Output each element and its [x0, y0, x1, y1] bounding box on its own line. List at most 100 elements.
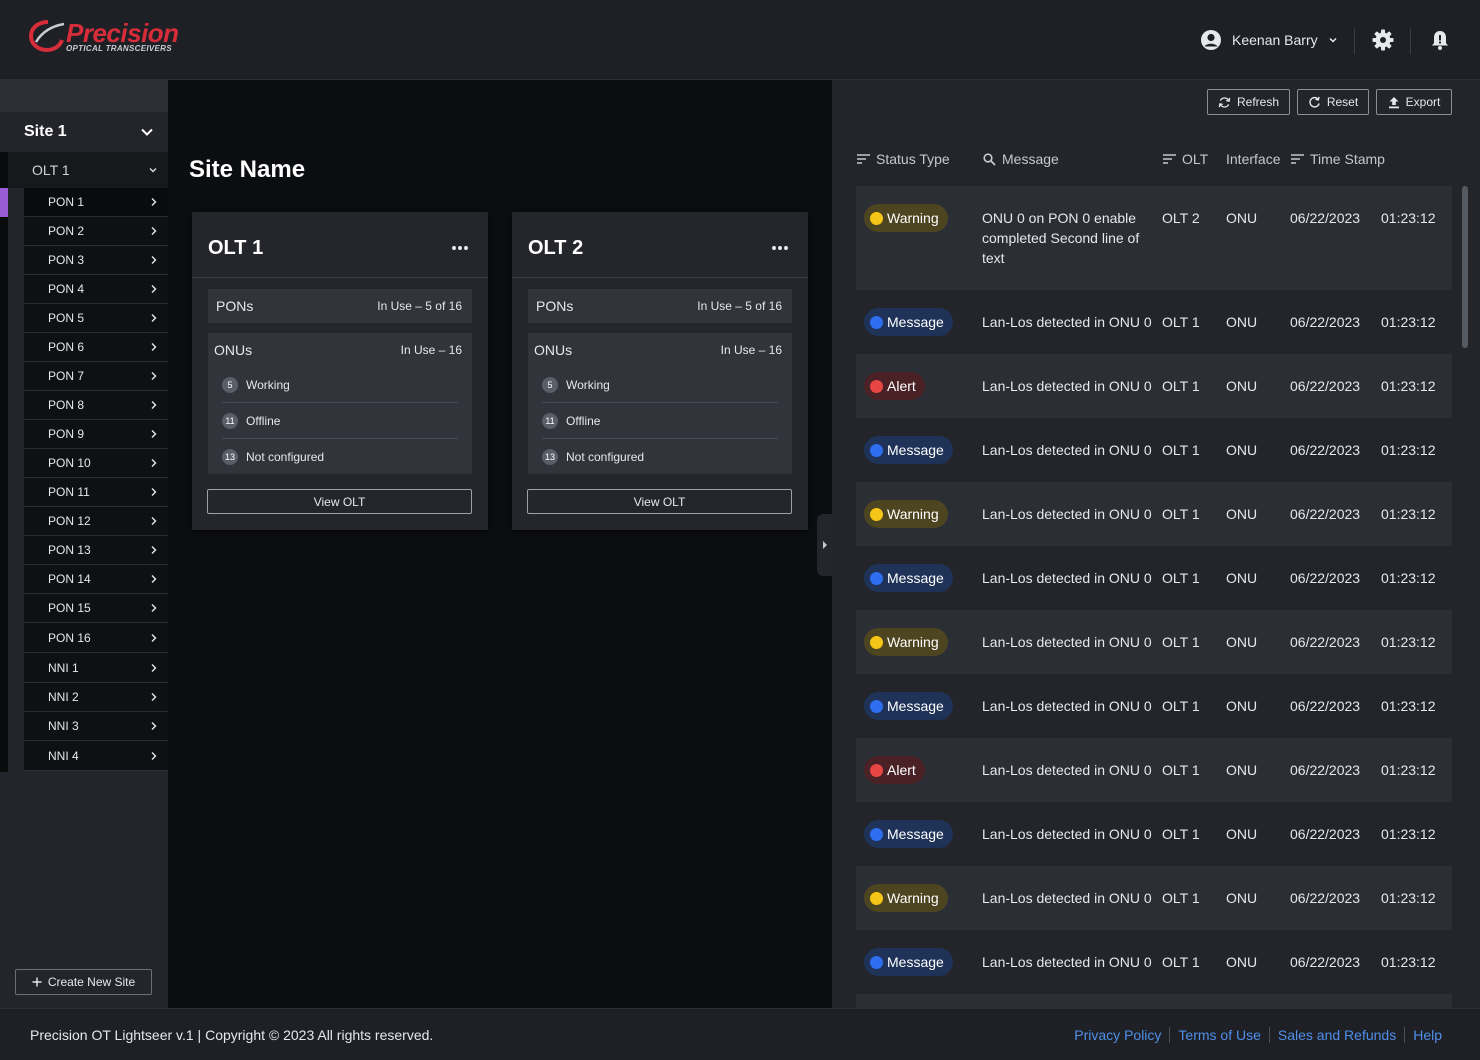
scrollbar[interactable] — [1462, 186, 1468, 348]
time-cell: 01:23:12 — [1381, 378, 1436, 394]
onu-offline-row: 11 Offline — [222, 403, 458, 439]
sidebar-item-pon-14[interactable]: PON 14 — [24, 565, 168, 594]
sidebar-site-toggle[interactable]: Site 1 — [0, 112, 168, 152]
sidebar-item-nni-3[interactable]: NNI 3 — [24, 712, 168, 741]
sidebar-item-pon-4[interactable]: PON 4 — [24, 275, 168, 304]
sidebar-item-nni-4[interactable]: NNI 4 — [24, 741, 168, 771]
onus-label: ONUs — [214, 342, 253, 358]
status-badge: Warning — [864, 884, 948, 912]
olt-card: OLT 2 PONs In Use – 5 of 16 ONUs In Use … — [512, 212, 808, 530]
sidebar-item-pon-11[interactable]: PON 11 — [24, 478, 168, 507]
sidebar-item-nni-1[interactable]: NNI 1 — [24, 653, 168, 683]
column-header-status[interactable]: Status Type — [857, 150, 950, 168]
sidebar-item-pon-1[interactable]: PON 1 — [24, 188, 168, 217]
log-row[interactable]: Warning ONU 0 on PON 0 enable completed … — [856, 186, 1452, 290]
interface-cell: ONU — [1226, 210, 1258, 226]
olt-label: OLT 1 — [32, 162, 70, 178]
onu-offline-row: 11 Offline — [542, 403, 778, 439]
more-options-icon[interactable] — [450, 240, 470, 256]
log-row[interactable]: Alert Lan-Los detected in ONU 0 OLT 1 ON… — [856, 738, 1452, 802]
log-row[interactable]: Message Lan-Los detected in ONU 0 OLT 1 … — [856, 930, 1452, 994]
view-olt-button[interactable]: View OLT — [527, 489, 792, 514]
sidebar-item-pon-10[interactable]: PON 10 — [24, 449, 168, 478]
status-badge: Message — [864, 692, 953, 720]
log-row[interactable]: Alert Lan-Los detected in ONU 0 OLT 1 ON… — [856, 354, 1452, 418]
export-button[interactable]: Export — [1376, 89, 1452, 115]
chevron-right-icon — [151, 227, 157, 235]
sidebar-item-pon-8[interactable]: PON 8 — [24, 391, 168, 420]
sidebar-item-pon-16[interactable]: PON 16 — [24, 623, 168, 653]
pons-label: PONs — [216, 298, 254, 314]
sidebar-item-pon-12[interactable]: PON 12 — [24, 507, 168, 536]
search-icon — [983, 152, 996, 166]
time-cell: 01:23:12 — [1381, 570, 1436, 586]
notification-bell-icon[interactable] — [1428, 28, 1452, 52]
sidebar-item-label: NNI 2 — [48, 690, 79, 704]
footer-link-help[interactable]: Help — [1404, 1027, 1450, 1043]
log-row[interactable]: Warning Lan-Los detected in ONU 0 OLT 1 … — [856, 610, 1452, 674]
interface-cell: ONU — [1226, 954, 1258, 970]
footer-link-privacy-policy[interactable]: Privacy Policy — [1074, 1027, 1162, 1043]
sidebar-item-label: PON 4 — [48, 282, 85, 296]
chevron-right-icon — [151, 256, 157, 264]
collapse-panel-tab[interactable] — [817, 514, 832, 576]
chevron-right-icon — [151, 722, 157, 730]
sidebar-item-pon-5[interactable]: PON 5 — [24, 304, 168, 333]
status-dot-icon — [870, 635, 883, 649]
create-new-site-button[interactable]: Create New Site — [15, 969, 152, 995]
log-row[interactable]: Message Lan-Los detected in ONU 0 OLT 1 … — [856, 546, 1452, 610]
sort-icon — [1291, 154, 1304, 164]
column-header-olt[interactable]: OLT — [1163, 150, 1208, 168]
log-row[interactable]: Message Lan-Los detected in ONU 0 OLT 1 … — [856, 674, 1452, 738]
card-header: OLT 2 — [512, 212, 808, 278]
log-row[interactable]: Warning Lan-Los detected in ONU 0 OLT 1 … — [856, 866, 1452, 930]
export-label: Export — [1405, 95, 1441, 109]
sidebar-item-pon-13[interactable]: PON 13 — [24, 536, 168, 565]
view-olt-button[interactable]: View OLT — [207, 489, 472, 514]
column-header-message[interactable]: Message — [983, 150, 1059, 168]
status-dot-icon — [870, 699, 883, 713]
date-cell: 06/22/2023 — [1290, 442, 1361, 458]
sidebar-item-pon-15[interactable]: PON 15 — [24, 594, 168, 623]
column-header-timestamp[interactable]: Time Stamp — [1291, 150, 1385, 168]
more-options-icon[interactable] — [770, 240, 790, 256]
sidebar-item-pon-3[interactable]: PON 3 — [24, 246, 168, 275]
column-header-interface[interactable]: Interface — [1226, 150, 1280, 168]
log-row[interactable]: Message Lan-Los detected in ONU 0 OLT 1 … — [856, 802, 1452, 866]
time-cell: 01:23:12 — [1381, 210, 1436, 226]
date-cell: 06/22/2023 — [1290, 378, 1361, 394]
card-title: OLT 1 — [208, 237, 264, 259]
olt-cell: OLT 1 — [1162, 762, 1200, 778]
footer-link-sales-and-refunds[interactable]: Sales and Refunds — [1268, 1027, 1404, 1043]
sidebar-item-pon-2[interactable]: PON 2 — [24, 217, 168, 246]
sidebar-item-label: PON 5 — [48, 311, 85, 325]
pons-usage: In Use – 5 of 16 — [377, 299, 462, 313]
chevron-right-icon — [151, 517, 157, 525]
log-row[interactable]: Message Lan-Los detected in ONU 0 OLT 1 … — [856, 418, 1452, 482]
onu-working-row: 5 Working — [222, 367, 458, 403]
onu-status-label: Not configured — [566, 450, 645, 464]
sidebar-port-list: PON 1 PON 2 PON 3 PON 4 PON 5 PON 6 PON 7 PON 8… — [24, 188, 168, 771]
sidebar-olt-toggle[interactable]: OLT 1 — [8, 152, 168, 188]
status-label: Warning — [887, 890, 939, 906]
reset-button[interactable]: Reset — [1297, 89, 1369, 115]
date-cell: 06/22/2023 — [1290, 762, 1361, 778]
onu-status-label: Not configured — [246, 450, 325, 464]
sidebar-item-pon-9[interactable]: PON 9 — [24, 420, 168, 449]
log-row[interactable]: Message Lan-Los detected in ONU 0 OLT 1 … — [856, 290, 1452, 354]
sidebar-item-pon-7[interactable]: PON 7 — [24, 362, 168, 391]
sidebar-item-pon-6[interactable]: PON 6 — [24, 333, 168, 362]
settings-gear-icon[interactable] — [1371, 28, 1395, 52]
status-dot-icon — [870, 891, 883, 905]
log-row[interactable]: Warning Lan-Los detected in ONU 0 OLT 1 … — [856, 482, 1452, 546]
sort-icon — [857, 154, 870, 164]
time-cell: 01:23:12 — [1381, 506, 1436, 522]
site-label: Site 1 — [24, 123, 67, 140]
user-menu[interactable]: Keenan Barry — [1200, 28, 1338, 52]
chevron-down-icon — [149, 167, 157, 173]
refresh-button[interactable]: Refresh — [1207, 89, 1290, 115]
brand-logo[interactable]: Precision OPTICAL TRANSCEIVERS — [28, 16, 188, 58]
footer-link-terms-of-use[interactable]: Terms of Use — [1169, 1027, 1268, 1043]
sidebar-item-label: PON 8 — [48, 398, 85, 412]
sidebar-item-nni-2[interactable]: NNI 2 — [24, 683, 168, 712]
